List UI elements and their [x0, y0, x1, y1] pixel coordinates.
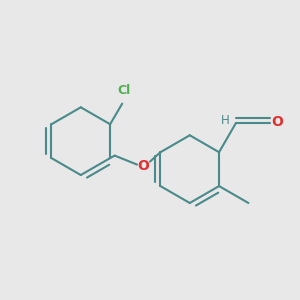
Text: O: O [138, 159, 149, 173]
Text: Cl: Cl [117, 84, 130, 97]
Text: O: O [271, 115, 283, 129]
Text: H: H [221, 114, 230, 127]
